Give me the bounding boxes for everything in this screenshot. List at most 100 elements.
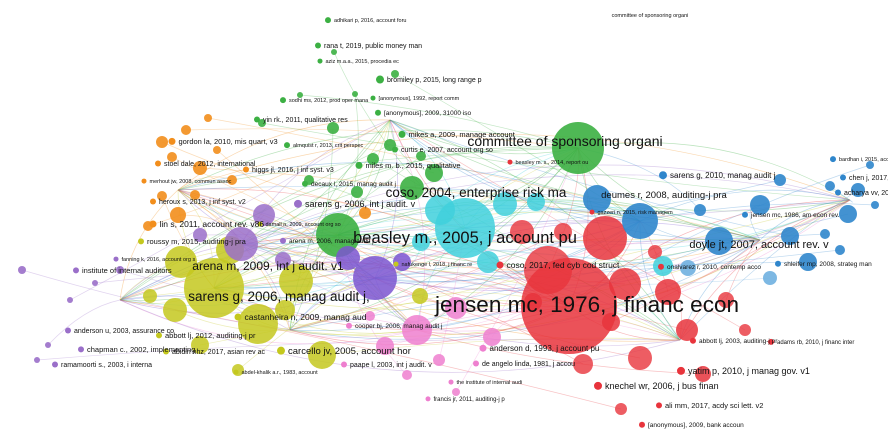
cluster-node[interactable] — [402, 370, 412, 380]
cluster-node[interactable] — [204, 114, 212, 122]
cluster-node[interactable] — [391, 70, 399, 78]
publication-node[interactable] — [65, 327, 71, 334]
publication-node[interactable] — [376, 75, 384, 84]
publication-node[interactable] — [375, 109, 381, 116]
publication-node[interactable] — [294, 199, 302, 208]
cluster-node[interactable] — [583, 185, 611, 213]
cluster-node[interactable] — [224, 227, 258, 261]
node-label-ramamoorti[interactable]: ramamoorti s., 2003, i interna — [61, 362, 152, 369]
publication-node[interactable] — [658, 263, 664, 270]
cluster-node[interactable] — [628, 346, 652, 370]
cluster-node[interactable] — [412, 288, 428, 304]
publication-node[interactable] — [138, 238, 144, 245]
node-label-yin[interactable]: yin rk., 2011, qualitative res — [263, 117, 348, 124]
node-label-almquist[interactable]: almquist r, 2013, crit perspec — [293, 143, 364, 149]
publication-node[interactable] — [149, 220, 157, 228]
publication-node[interactable] — [840, 174, 846, 181]
publication-node[interactable] — [233, 369, 239, 375]
publication-node[interactable] — [113, 256, 119, 262]
node-label-sodhi[interactable]: sodhi ms, 2012, prod oper mana — [289, 98, 369, 104]
node-label-arena-2006[interactable]: arena m, 2006, manag audit j — [289, 238, 374, 245]
publication-node[interactable] — [507, 159, 513, 165]
publication-node[interactable] — [830, 156, 836, 163]
cluster-node[interactable] — [170, 207, 186, 223]
publication-node[interactable] — [659, 171, 667, 180]
cluster-node[interactable] — [695, 366, 711, 382]
node-label-yatim[interactable]: yatim p, 2010, j manag gov. v1 — [688, 366, 810, 376]
publication-node[interactable] — [370, 95, 376, 101]
cluster-node[interactable] — [763, 271, 777, 285]
node-label-deangelo[interactable]: de angelo linda, 1981, j accou — [482, 361, 575, 368]
cluster-node[interactable] — [527, 193, 545, 211]
node-label-iia-2[interactable]: the institute of internal audi — [457, 380, 523, 386]
cluster-node[interactable] — [524, 293, 542, 311]
cluster-node[interactable] — [167, 152, 177, 162]
cluster-node[interactable] — [524, 246, 572, 294]
cluster-node[interactable] — [67, 297, 73, 303]
cluster-node[interactable] — [493, 192, 517, 216]
node-label-anon-bank[interactable]: [anonymous], 2009, bank accoun — [648, 422, 744, 429]
node-label-sarens-2010[interactable]: sarens g, 2010, manag audit j — [670, 171, 776, 180]
publication-node[interactable] — [690, 337, 696, 344]
cluster-node[interactable] — [163, 298, 187, 322]
publication-node[interactable] — [315, 42, 321, 49]
node-label-coso-2017[interactable]: coso, 2017, fed cyb cod struct — [507, 260, 621, 270]
cluster-node[interactable] — [143, 289, 157, 303]
publication-node[interactable] — [479, 344, 487, 352]
cluster-node[interactable] — [416, 151, 426, 161]
cluster-node[interactable] — [116, 266, 124, 274]
cluster-node[interactable] — [193, 228, 207, 242]
node-label-iia[interactable]: institute of internal auditors — [82, 266, 172, 275]
cluster-node[interactable] — [253, 204, 275, 226]
cluster-node[interactable] — [425, 195, 455, 225]
cluster-node[interactable] — [750, 195, 770, 215]
node-label-arena-2009[interactable]: arena m, 2009, int j audit. v1 — [192, 259, 344, 273]
publication-node[interactable] — [677, 366, 685, 375]
node-label-bardhan[interactable]: bardhan i, 2015, account horiz — [839, 157, 888, 163]
cluster-node[interactable] — [181, 125, 191, 135]
cluster-node[interactable] — [275, 300, 295, 320]
node-label-sarens-2006a[interactable]: sarens g, 2006, int j audit. v — [305, 199, 416, 209]
cluster-node[interactable] — [376, 337, 394, 355]
cluster-node[interactable] — [331, 49, 337, 55]
node-label-ali[interactable]: ali mm, 2017, acdy sci lett. v2 — [665, 401, 763, 410]
cluster-node[interactable] — [477, 251, 499, 273]
node-label-cooper[interactable]: cooper bj, 2006, manag audit j — [355, 323, 442, 330]
cluster-node[interactable] — [705, 227, 733, 255]
cluster-node[interactable] — [365, 311, 375, 321]
node-label-adams[interactable]: adams rb, 2010, j financ inter — [777, 340, 854, 346]
cluster-node[interactable] — [774, 174, 786, 186]
cluster-node[interactable] — [275, 252, 291, 268]
publication-node[interactable] — [589, 209, 595, 215]
publication-node[interactable] — [473, 360, 479, 367]
node-label-anderson-u[interactable]: anderson u, 2003, assurance co — [74, 328, 174, 335]
cluster-node[interactable] — [452, 388, 460, 396]
node-label-abbott-2012[interactable]: abbott lj, 2012, auditing-j pr — [165, 331, 256, 340]
node-label-curtis[interactable]: curtis e, 2007, account org so — [401, 147, 493, 154]
publication-node[interactable] — [141, 178, 147, 184]
cluster-node[interactable] — [602, 313, 620, 331]
publication-node[interactable] — [448, 379, 454, 385]
cluster-node[interactable] — [400, 176, 424, 200]
cluster-node[interactable] — [820, 229, 830, 239]
node-label-onalvarez[interactable]: onalvarez r, 2010, contemp acco — [667, 264, 761, 271]
node-label-rana[interactable]: rana t, 2019, public money man — [324, 43, 422, 50]
node-label-gazzeri[interactable]: gazzeri n, 2015, risk managem — [598, 210, 674, 216]
publication-node[interactable] — [392, 146, 398, 153]
cluster-node[interactable] — [157, 191, 167, 201]
node-label-sarens-2006b[interactable]: sarens g, 2006, manag audit j, — [188, 289, 370, 304]
node-label-carcello[interactable]: carcello jv, 2005, account hor — [288, 346, 411, 357]
cluster-node[interactable] — [227, 175, 237, 185]
cluster-node[interactable] — [156, 136, 168, 148]
cluster-node[interactable] — [825, 181, 835, 191]
cluster-node[interactable] — [851, 183, 865, 197]
node-label-nafukenge[interactable]: nafukenge l, 2018, j financ re — [402, 262, 473, 268]
node-label-roussy[interactable]: roussy m, 2015, auditing-j pra — [147, 237, 247, 246]
publication-node[interactable] — [775, 260, 781, 267]
cluster-node[interactable] — [676, 319, 698, 341]
publication-node[interactable] — [325, 17, 331, 24]
node-label-francis[interactable]: francis jr, 2011, auditing-j p — [434, 397, 506, 403]
publication-node[interactable] — [425, 396, 431, 402]
publication-node[interactable] — [656, 402, 662, 409]
cluster-node[interactable] — [165, 246, 197, 278]
